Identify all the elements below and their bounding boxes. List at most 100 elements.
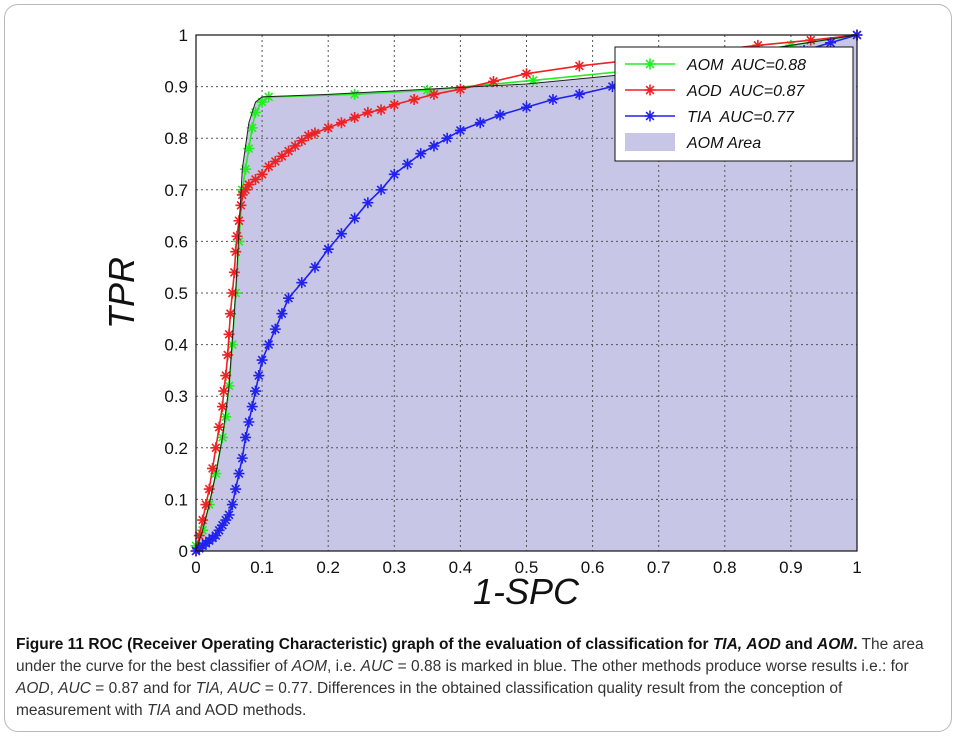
y-tick-label: 0.5 xyxy=(164,284,188,303)
data-point xyxy=(223,509,235,521)
data-point xyxy=(375,184,387,196)
x-tick-label: 0.3 xyxy=(382,558,406,577)
data-point xyxy=(231,230,243,242)
aom-area-outline xyxy=(195,34,858,552)
data-point xyxy=(309,127,321,139)
data-point xyxy=(375,104,387,116)
data-point xyxy=(210,442,222,454)
data-point xyxy=(207,462,219,474)
data-point xyxy=(200,499,212,511)
data-point xyxy=(487,75,499,87)
data-point xyxy=(296,277,308,289)
legend-swatch xyxy=(625,133,675,151)
data-point xyxy=(349,88,361,100)
data-point xyxy=(335,228,347,240)
data-point xyxy=(240,431,252,443)
data-point xyxy=(243,179,255,191)
data-point xyxy=(269,155,281,167)
data-point xyxy=(296,135,308,147)
y-tick-label: 0.1 xyxy=(164,490,188,509)
data-point xyxy=(349,112,361,124)
data-point xyxy=(573,60,585,72)
data-point xyxy=(233,235,245,247)
data-point xyxy=(236,452,248,464)
data-point xyxy=(220,514,232,526)
data-point xyxy=(236,189,248,201)
data-point xyxy=(421,84,433,96)
y-tick-label: 1 xyxy=(179,26,188,45)
y-axis-title: TPR xyxy=(101,257,142,329)
series-tia xyxy=(190,29,863,557)
data-point xyxy=(349,212,361,224)
data-point xyxy=(230,246,242,258)
data-point xyxy=(235,199,247,211)
data-point xyxy=(388,99,400,111)
x-tick-label: 0.4 xyxy=(449,558,473,577)
data-point xyxy=(322,122,334,134)
data-point xyxy=(494,109,506,121)
data-point xyxy=(547,94,559,105)
data-point xyxy=(230,483,242,495)
data-point xyxy=(644,58,656,70)
x-tick-label: 0.6 xyxy=(581,558,605,577)
y-tick-label: 0.3 xyxy=(164,387,188,406)
x-axis-title: 1-SPC xyxy=(473,571,580,612)
y-tick-label: 0.9 xyxy=(164,78,188,97)
data-point xyxy=(527,74,539,86)
data-point xyxy=(224,308,236,320)
data-point xyxy=(246,401,258,413)
data-point xyxy=(415,148,427,160)
data-point xyxy=(825,37,837,49)
data-point xyxy=(454,83,466,95)
data-point xyxy=(428,88,440,100)
data-point xyxy=(362,106,374,118)
x-tick-label: 0.5 xyxy=(515,558,539,577)
data-point xyxy=(269,323,281,335)
data-point xyxy=(362,197,374,209)
data-point xyxy=(220,370,232,382)
y-tick-label: 0.7 xyxy=(164,181,188,200)
data-point xyxy=(428,140,440,152)
data-point xyxy=(233,468,245,480)
caption-title: ROC (Receiver Operating Characteristic) … xyxy=(84,636,858,653)
data-point xyxy=(521,68,532,80)
legend-label: TIA AUC=0.77 xyxy=(687,109,795,126)
x-tick-label: 0.8 xyxy=(713,558,737,577)
data-point xyxy=(240,163,252,175)
legend: AOM AUC=0.88 AOD AUC=0.87 TIA AUC=0.77 AOM … xyxy=(614,46,854,162)
data-point xyxy=(233,215,245,227)
data-point xyxy=(408,94,420,105)
figure-caption: Figure 11 ROC (Receiver Operating Charac… xyxy=(16,634,941,722)
data-point xyxy=(752,39,764,51)
data-point xyxy=(223,328,235,340)
data-point xyxy=(220,411,232,423)
data-point xyxy=(228,266,240,278)
y-tick-label: 0.8 xyxy=(164,129,188,148)
data-point xyxy=(606,81,618,93)
y-tick-label: 0 xyxy=(179,542,188,561)
x-tick-label: 0 xyxy=(191,558,200,577)
legend-label: AOM AUC=0.88 xyxy=(686,57,806,74)
caption-body: The area under the curve for the best cl… xyxy=(16,636,924,719)
data-point xyxy=(243,416,255,428)
legend-label: AOD AUC=0.87 xyxy=(686,83,805,100)
data-point xyxy=(521,101,532,113)
data-point xyxy=(216,519,228,531)
legend-label: AOM Area xyxy=(686,135,761,152)
data-point xyxy=(289,140,301,152)
data-point xyxy=(263,339,275,351)
data-point xyxy=(210,530,222,542)
data-point xyxy=(218,385,230,397)
data-point xyxy=(335,117,347,129)
data-point xyxy=(249,173,261,185)
data-point xyxy=(222,349,234,361)
x-tick-label: 0.1 xyxy=(250,558,274,577)
data-point xyxy=(276,150,288,162)
data-point xyxy=(240,184,252,196)
data-point xyxy=(302,130,314,142)
data-point xyxy=(249,385,261,397)
data-point xyxy=(213,421,225,433)
x-tick-label: 0.9 xyxy=(779,558,803,577)
plot-frame xyxy=(195,34,858,552)
data-point xyxy=(441,132,453,144)
